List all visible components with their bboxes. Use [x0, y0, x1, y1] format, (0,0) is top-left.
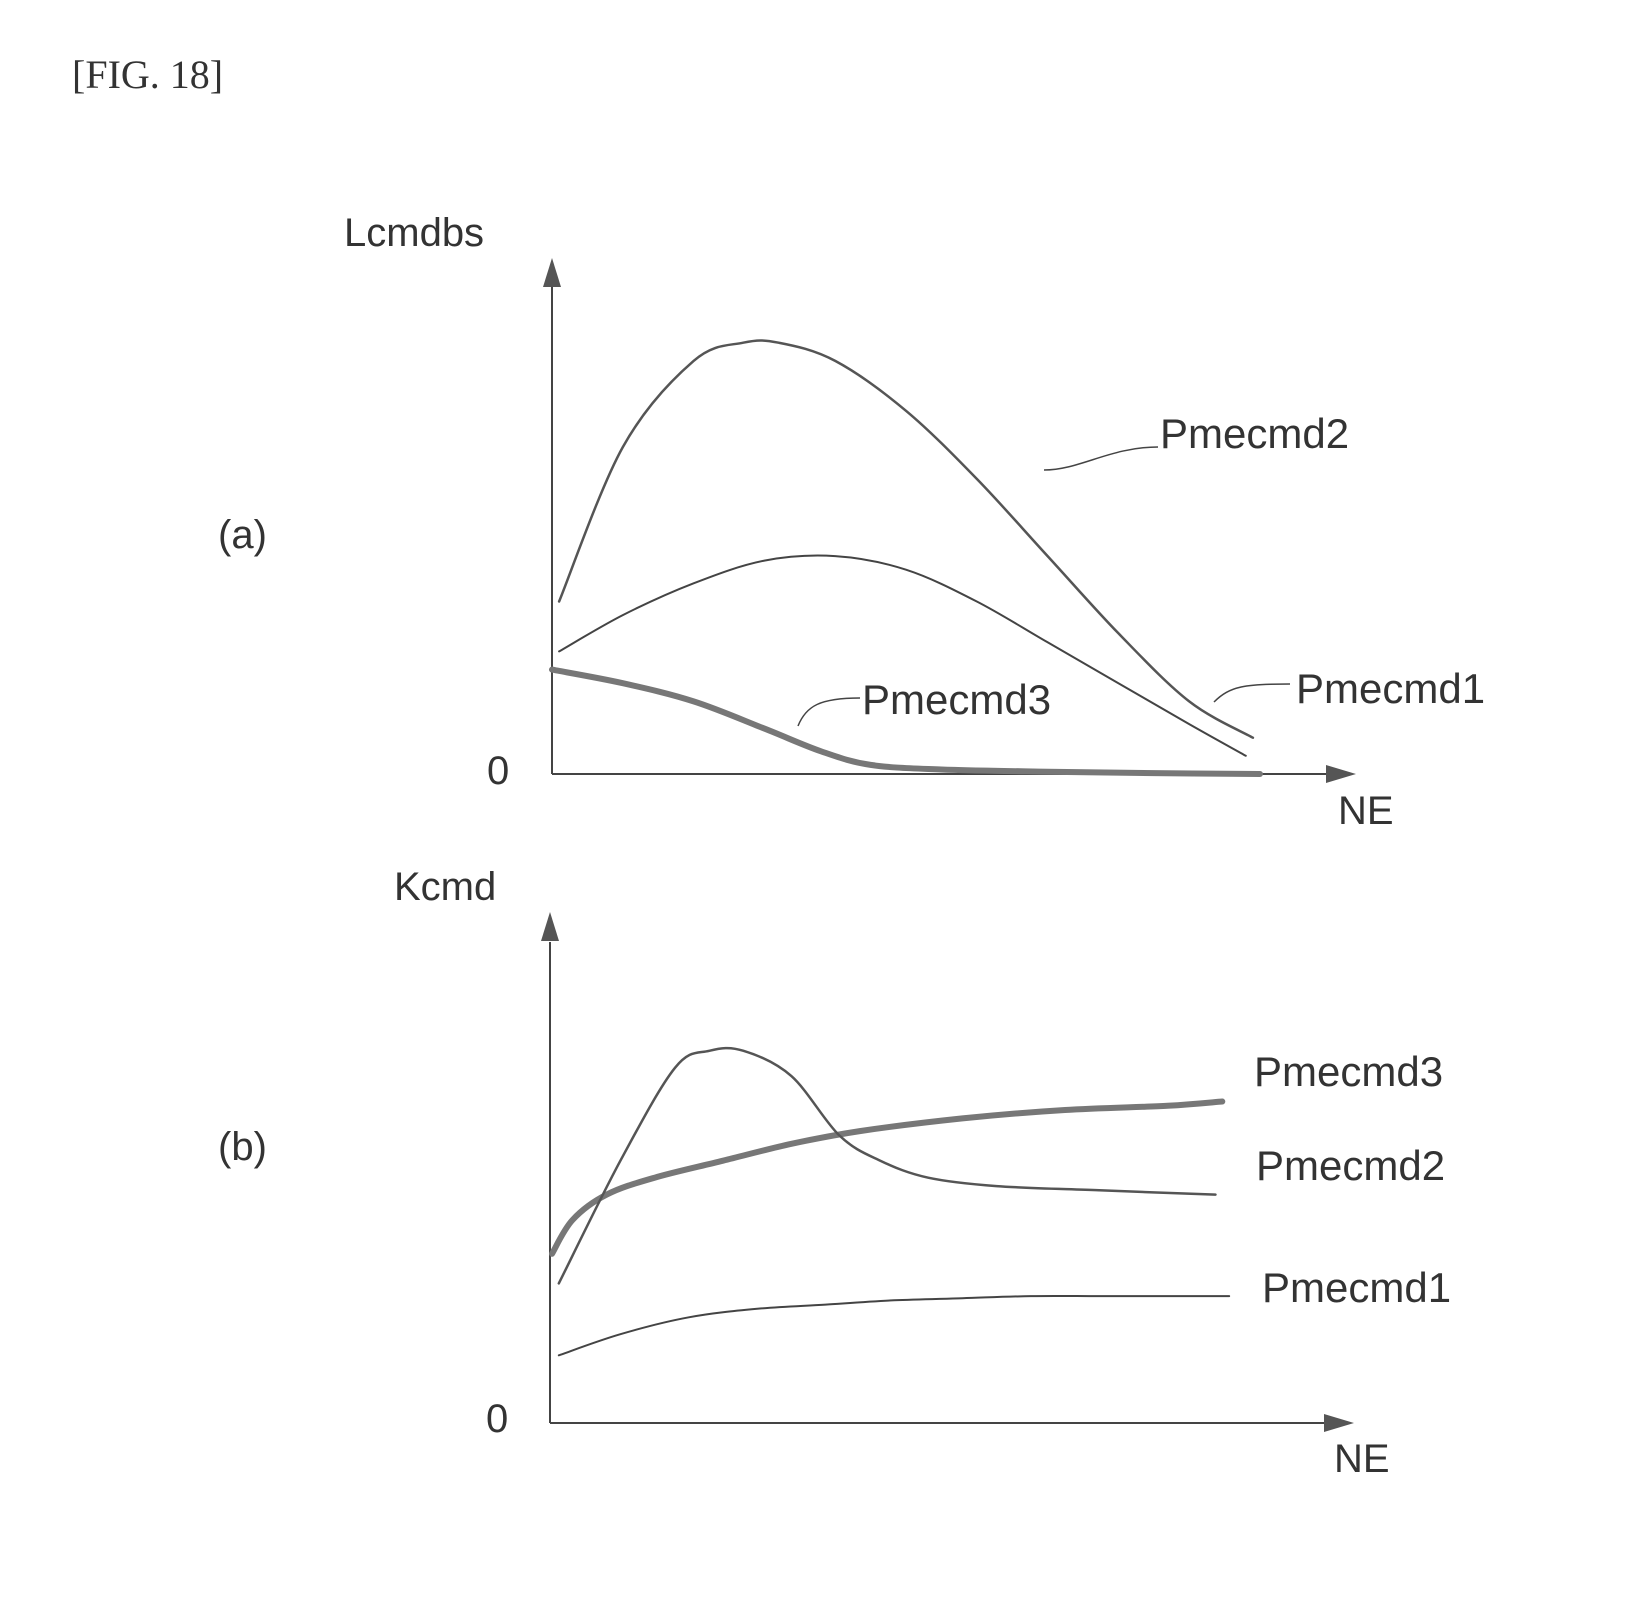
panel-b: (b) Kcmd NE 0 Pmecmd3 Pmecmd2 Pmecmd1 [218, 865, 1451, 1481]
panel-a-x-axis-label: NE [1338, 789, 1394, 833]
panel-b-series-label-pmecmd2: Pmecmd2 [1256, 1142, 1445, 1189]
panel-a-series-line-pmecmd1 [559, 556, 1246, 756]
panel-b-y-axis-label: Kcmd [394, 865, 496, 909]
panel-b-series-group [552, 1048, 1229, 1355]
figure-label: [FIG. 18] [72, 52, 223, 97]
panel-b-series-line-pmecmd2 [559, 1048, 1216, 1283]
panel-b-x-axis-arrow [1324, 1414, 1354, 1432]
panel-b-series-label-pmecmd1: Pmecmd1 [1262, 1264, 1451, 1311]
panel-b-series-line-pmecmd3 [552, 1102, 1222, 1254]
panel-b-x-axis-label: NE [1334, 1437, 1390, 1481]
panel-a-series-label-pmecmd2: Pmecmd2 [1160, 410, 1349, 457]
panel-a-leader-pmecmd2 [1044, 447, 1158, 470]
panel-a-series-label-pmecmd1: Pmecmd1 [1296, 665, 1485, 712]
panel-a-origin-label: 0 [487, 749, 509, 793]
panel-a-y-axis-arrow [543, 258, 561, 287]
panel-a-leader-pmecmd1 [1214, 684, 1290, 702]
panel-b-series-label-pmecmd3: Pmecmd3 [1254, 1048, 1443, 1095]
panel-a-leader-pmecmd3 [798, 698, 860, 726]
panel-b-label: (b) [218, 1125, 267, 1169]
panel-a-x-axis-arrow [1326, 765, 1356, 783]
panel-a-series-label-pmecmd3: Pmecmd3 [862, 676, 1051, 723]
panel-b-series-line-pmecmd1 [559, 1296, 1229, 1355]
panel-b-y-axis-arrow [541, 912, 559, 941]
panel-a-label: (a) [218, 513, 267, 557]
panel-a-y-axis-label: Lcmdbs [344, 211, 484, 255]
panel-b-origin-label: 0 [486, 1397, 508, 1441]
panel-a: (a) Lcmdbs NE 0 Pmecmd2 Pmecmd1 Pmecmd3 [218, 211, 1485, 833]
